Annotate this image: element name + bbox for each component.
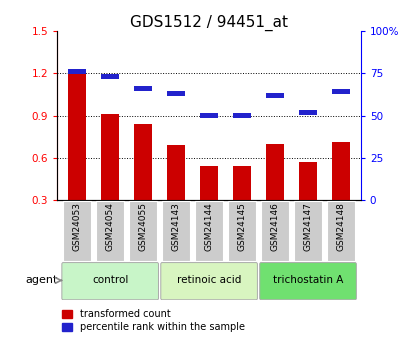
Legend: transformed count, percentile rank within the sample: transformed count, percentile rank withi… <box>62 309 244 332</box>
Bar <box>134 86 152 91</box>
Text: GSM24148: GSM24148 <box>336 202 345 251</box>
Bar <box>261 201 288 261</box>
Text: GSM24144: GSM24144 <box>204 202 213 251</box>
Text: GSM24055: GSM24055 <box>138 202 147 251</box>
Bar <box>68 69 86 74</box>
Bar <box>166 91 185 96</box>
Bar <box>162 201 190 261</box>
FancyBboxPatch shape <box>160 263 257 300</box>
Title: GDS1512 / 94451_at: GDS1512 / 94451_at <box>130 15 288 31</box>
Bar <box>293 201 321 261</box>
Bar <box>298 162 316 200</box>
Bar <box>326 201 354 261</box>
Bar <box>200 113 218 118</box>
Text: GSM24145: GSM24145 <box>237 202 246 251</box>
Bar <box>331 142 349 200</box>
Bar <box>200 166 218 200</box>
FancyBboxPatch shape <box>62 263 158 300</box>
Bar <box>195 201 222 261</box>
Bar <box>232 166 251 200</box>
Bar <box>63 201 91 261</box>
Text: trichostatin A: trichostatin A <box>272 275 342 285</box>
Bar <box>68 72 86 200</box>
Text: GSM24054: GSM24054 <box>106 202 115 251</box>
Text: control: control <box>92 275 128 285</box>
Bar <box>227 201 256 261</box>
Text: agent: agent <box>26 275 58 285</box>
Text: GSM24053: GSM24053 <box>72 202 81 251</box>
Bar <box>134 124 152 200</box>
FancyBboxPatch shape <box>259 263 355 300</box>
Bar <box>232 113 251 118</box>
Bar <box>129 201 157 261</box>
Text: GSM24143: GSM24143 <box>171 202 180 251</box>
Bar <box>166 145 185 200</box>
Text: GSM24147: GSM24147 <box>303 202 312 251</box>
Bar <box>331 89 349 95</box>
Bar <box>265 93 283 98</box>
Bar <box>101 114 119 200</box>
Bar <box>101 74 119 79</box>
Text: retinoic acid: retinoic acid <box>176 275 241 285</box>
Bar <box>96 201 124 261</box>
Text: GSM24146: GSM24146 <box>270 202 279 251</box>
Bar <box>265 144 283 200</box>
Bar <box>298 110 316 115</box>
